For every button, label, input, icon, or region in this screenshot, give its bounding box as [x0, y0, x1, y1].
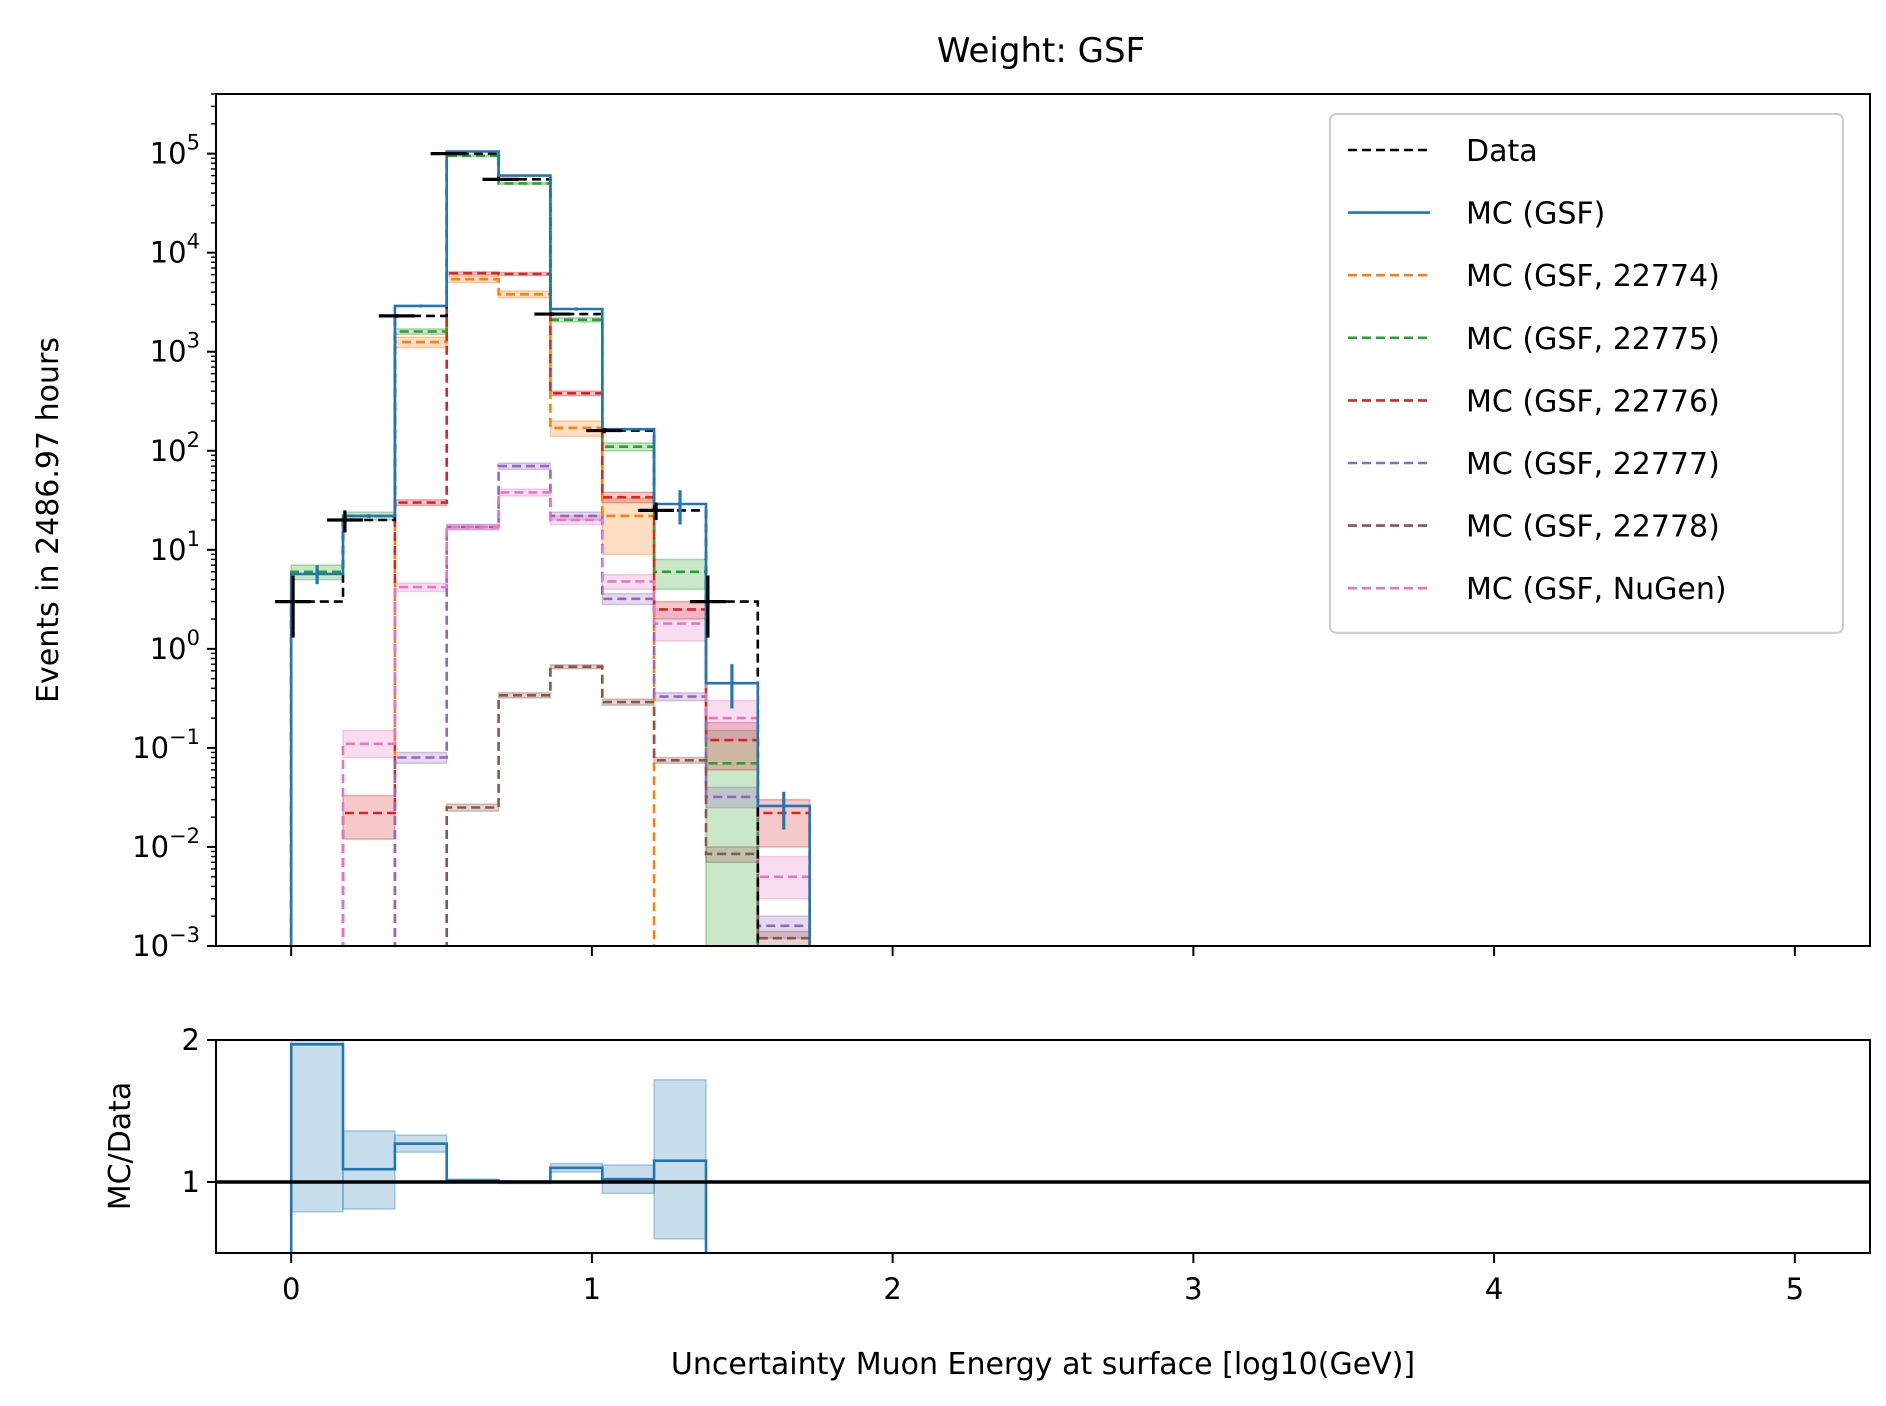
band-4-bin-8 — [705, 721, 759, 771]
legend-label: MC (GSF) — [1466, 197, 1605, 232]
y-tick-label: 10−1 — [132, 725, 200, 765]
y-tick-label: 105 — [150, 131, 200, 171]
y-tick-label: 104 — [150, 230, 200, 270]
legend-label: Data — [1466, 134, 1538, 169]
band-6-bin-6 — [601, 698, 655, 706]
series-step-2 — [393, 277, 656, 946]
band-7-bin-1 — [342, 729, 396, 759]
band-4-bin-1 — [342, 794, 396, 840]
legend-label: MC (GSF, 22774) — [1466, 259, 1720, 294]
legend-box — [1329, 113, 1844, 634]
main-y-axis: 10−3 10−2 10−1 100 101 102 103 104 105 — [132, 93, 216, 963]
legend: Data MC (GSF) MC (GSF, 22774) MC (GSF, 2277… — [1329, 113, 1844, 634]
x-tick-label: 1 — [583, 1272, 601, 1306]
band-3-bin-8 — [705, 729, 759, 946]
x-tick-label: 0 — [282, 1272, 300, 1306]
main-y-axis-title: Events in 2486.97 hours — [31, 337, 66, 703]
x-tick-label: 4 — [1485, 1272, 1503, 1306]
band-2-bin-6 — [601, 497, 655, 556]
band-7-bin-7 — [653, 608, 707, 642]
ratio-x-axis: 0 1 2 3 4 5 — [282, 1253, 1804, 1306]
y-tick-label: 10−2 — [132, 824, 200, 864]
y-tick-label: 103 — [150, 329, 200, 369]
x-tick-label: 5 — [1786, 1272, 1804, 1306]
ratio-band-bin-7 — [653, 1079, 707, 1240]
legend-label: MC (GSF, 22778) — [1466, 510, 1720, 545]
y-tick-label: 101 — [150, 527, 200, 567]
ratio-y-axis-title: MC/Data — [103, 1082, 138, 1211]
main-x-ticks — [290, 946, 1796, 956]
band-7-bin-9 — [757, 855, 811, 900]
legend-label: MC (GSF, 22775) — [1466, 322, 1720, 357]
y-tick-label: 102 — [150, 428, 200, 468]
y-tick-label: 10−3 — [132, 923, 200, 963]
ratio-y-tick-label: 2 — [182, 1023, 200, 1057]
x-axis-title: Uncertainty Muon Energy at surface [log1… — [671, 1347, 1415, 1382]
ratio-y-axis: 12 — [182, 1023, 216, 1199]
y-tick-label: 100 — [150, 626, 200, 666]
chart-title: Weight: GSF — [937, 31, 1145, 71]
legend-label: MC (GSF, 22777) — [1466, 447, 1720, 482]
band-6-bin-4 — [497, 692, 552, 699]
ratio-y-tick-label: 1 — [182, 1165, 200, 1199]
series-step-7 — [341, 491, 811, 946]
ratio-band-layer — [290, 1040, 707, 1240]
ratio-step-layer — [216, 1043, 1870, 1253]
band-3-bin-7 — [653, 558, 707, 590]
legend-label: MC (GSF, NuGen) — [1466, 572, 1727, 607]
x-tick-label: 2 — [883, 1272, 901, 1306]
errorbar-layer — [275, 151, 786, 830]
ratio-band-bin-0 — [290, 1040, 344, 1213]
series-step-4 — [341, 271, 811, 946]
legend-label: MC (GSF, 22776) — [1466, 384, 1720, 419]
ratio-axes-frame — [215, 1039, 1871, 1254]
x-tick-label: 3 — [1184, 1272, 1202, 1306]
series-step-5 — [393, 464, 811, 946]
